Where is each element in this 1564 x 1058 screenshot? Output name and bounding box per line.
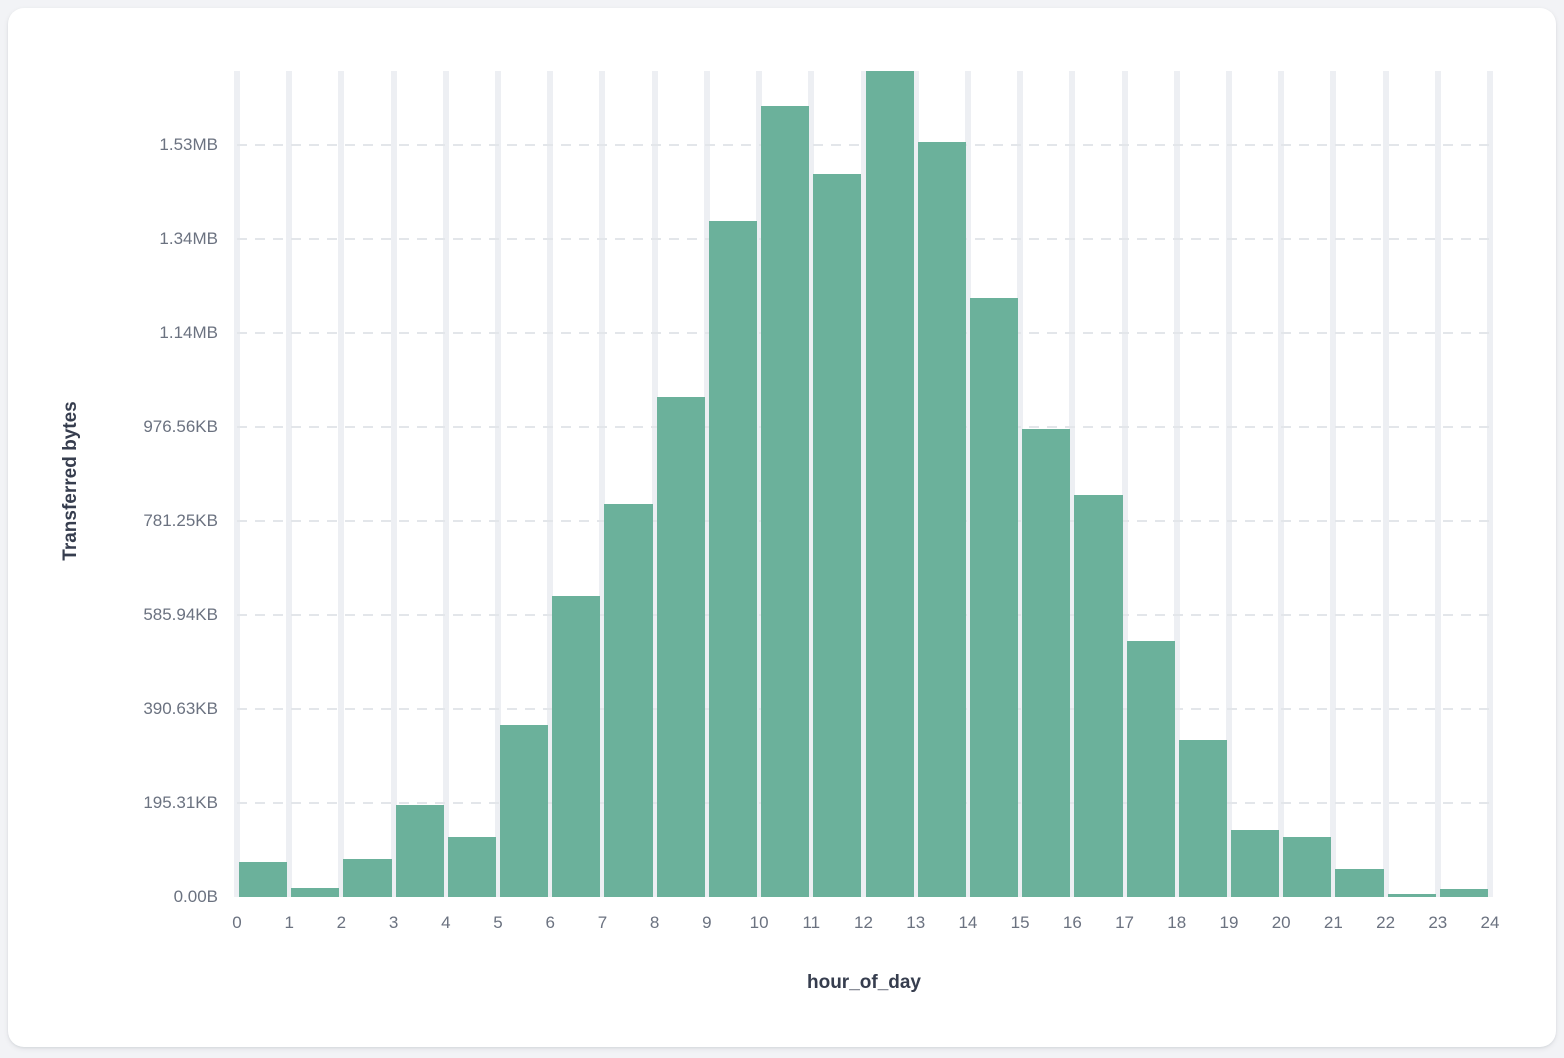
x-tick-label: 9 <box>702 913 712 932</box>
y-axis-title: Transferred bytes <box>60 401 81 561</box>
bar-hour-12[interactable] <box>865 71 914 897</box>
x-tick-label: 6 <box>545 913 555 932</box>
y-tick-label: 0.00B <box>173 887 218 906</box>
x-tick-label: 14 <box>958 913 978 932</box>
y-tick-label: 1.53MB <box>159 134 218 154</box>
bar-hour-0[interactable] <box>239 861 288 897</box>
vertical-gridline <box>860 71 867 897</box>
bar-hour-16[interactable] <box>1074 494 1123 897</box>
bar-hour-11[interactable] <box>813 173 862 897</box>
bar-hour-7[interactable] <box>604 503 653 897</box>
bar-hour-18[interactable] <box>1178 739 1227 897</box>
horizontal-gridline <box>237 237 1490 240</box>
x-axis-title: hour_of_day <box>806 972 922 993</box>
bar-hour-10[interactable] <box>761 105 810 897</box>
bar-hour-15[interactable] <box>1022 428 1071 897</box>
bar-hour-22[interactable] <box>1387 893 1436 897</box>
vertical-gridline <box>286 71 293 897</box>
vertical-gridline <box>442 71 449 897</box>
y-tick-label: 585.94KB <box>143 604 218 624</box>
bar-hour-8[interactable] <box>656 396 705 897</box>
vertical-gridline <box>547 71 554 897</box>
bar-hour-3[interactable] <box>395 805 444 897</box>
x-tick-label: 15 <box>1010 913 1030 932</box>
bar-hour-6[interactable] <box>552 595 601 897</box>
x-tick-label: 12 <box>854 913 873 932</box>
x-tick-label: 21 <box>1323 913 1343 932</box>
y-tick-label: 195.31KB <box>143 792 218 812</box>
bar-hour-13[interactable] <box>917 141 966 897</box>
bar-hour-5[interactable] <box>500 724 549 897</box>
vertical-gridline <box>338 71 345 897</box>
horizontal-gridline <box>237 425 1490 428</box>
bar-hour-2[interactable] <box>343 858 392 897</box>
x-tick-label: 4 <box>441 913 451 932</box>
y-tick-label: 390.63KB <box>143 698 218 718</box>
vertical-gridline <box>599 71 606 897</box>
x-tick-label: 23 <box>1428 913 1448 932</box>
vertical-gridline <box>808 71 815 897</box>
x-tick-label: 11 <box>802 913 821 932</box>
y-tick-label: 976.56KB <box>143 416 218 436</box>
bar-hour-19[interactable] <box>1230 830 1280 897</box>
vertical-gridline <box>234 71 240 897</box>
x-tick-label: 0 <box>232 913 242 932</box>
vertical-gridline <box>390 71 397 897</box>
x-tick-label: 19 <box>1219 913 1239 932</box>
vertical-gridline <box>912 71 919 897</box>
x-tick-label: 18 <box>1167 913 1187 932</box>
bar-hour-23[interactable] <box>1439 889 1488 897</box>
vertical-gridline <box>964 71 971 897</box>
bar-hour-9[interactable] <box>708 220 758 897</box>
chart-card: Transferred bytes hour_of_day 0.00B 195.3… <box>8 8 1556 1047</box>
bar-hour-14[interactable] <box>969 297 1019 897</box>
vertical-gridline <box>756 71 763 897</box>
horizontal-gridline <box>237 331 1490 334</box>
vertical-gridline <box>1173 71 1180 897</box>
horizontal-gridline <box>237 707 1490 710</box>
y-tick-label: 781.25KB <box>143 510 218 530</box>
y-tick-label: 1.14MB <box>159 322 218 342</box>
vertical-gridline <box>1487 71 1493 897</box>
vertical-gridline <box>651 71 658 897</box>
x-tick-label: 17 <box>1115 913 1134 932</box>
bar-hour-4[interactable] <box>447 836 497 897</box>
x-tick-label: 20 <box>1271 913 1291 932</box>
x-tick-label: 2 <box>336 913 347 932</box>
vertical-gridline <box>495 71 502 897</box>
horizontal-gridline <box>237 801 1490 804</box>
x-tick-label: 10 <box>749 913 769 932</box>
x-tick-label: 13 <box>906 913 926 932</box>
vertical-gridline <box>1330 71 1337 897</box>
x-tick-label: 7 <box>597 913 608 932</box>
horizontal-gridline <box>237 143 1490 146</box>
x-tick-label: 16 <box>1062 913 1082 932</box>
x-tick-label: 24 <box>1480 913 1500 932</box>
bar-hour-21[interactable] <box>1335 869 1384 897</box>
vertical-gridline <box>703 71 710 897</box>
bar-hour-20[interactable] <box>1283 836 1332 897</box>
bar-hour-1[interactable] <box>291 888 340 897</box>
x-tick-label: 8 <box>649 913 660 932</box>
vertical-gridline <box>1017 71 1024 897</box>
x-tick-label: 22 <box>1376 913 1396 932</box>
vertical-gridline <box>1434 71 1441 897</box>
vertical-gridline <box>1069 71 1076 897</box>
vertical-gridline <box>1278 71 1285 897</box>
vertical-gridline <box>1382 71 1389 897</box>
plot-area <box>234 71 1493 897</box>
x-tick-label: 3 <box>388 913 399 932</box>
vertical-gridline <box>1225 71 1232 897</box>
vertical-gridline <box>1121 71 1128 897</box>
x-tick-label: 5 <box>493 913 503 932</box>
horizontal-gridline <box>237 519 1490 522</box>
bar-hour-17[interactable] <box>1126 640 1175 897</box>
horizontal-gridline <box>237 613 1490 616</box>
x-tick-label: 1 <box>284 913 294 932</box>
y-tick-label: 1.34MB <box>159 228 218 248</box>
